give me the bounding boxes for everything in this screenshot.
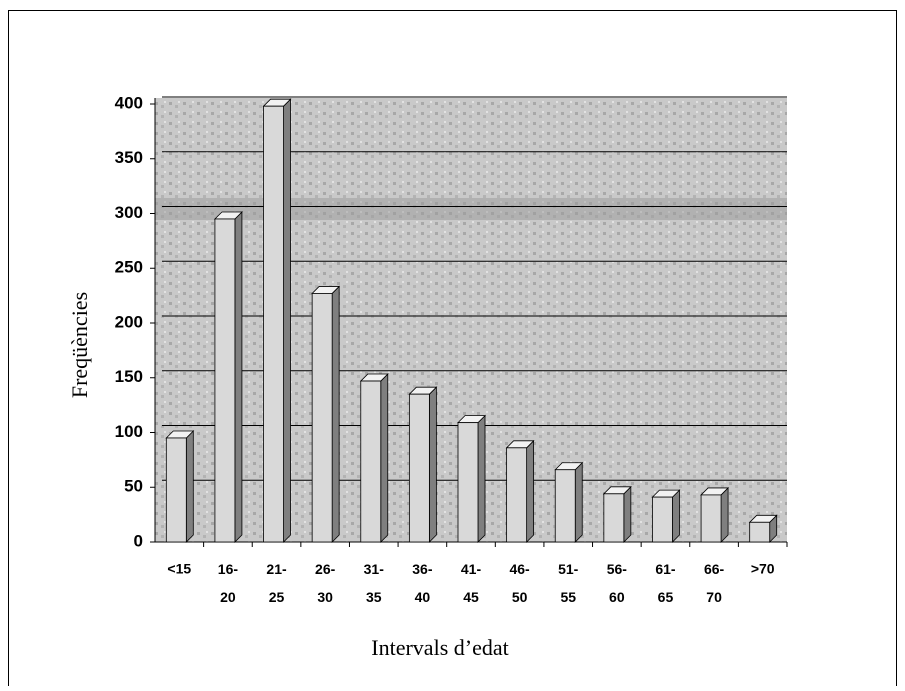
x-tick-label: 41-45 <box>461 561 482 605</box>
bar-side <box>526 439 535 543</box>
x-tick-label: 26-30 <box>315 561 336 605</box>
y-tick-label: 400 <box>115 93 143 112</box>
x-tick-label: 31-35 <box>364 561 385 605</box>
y-tick-label: 300 <box>115 203 143 222</box>
bar-side <box>477 414 486 543</box>
bar-side <box>720 486 729 543</box>
background-band <box>155 198 787 220</box>
y-tick-label: 350 <box>115 148 143 167</box>
y-tick-label: 0 <box>134 531 143 550</box>
bar-side <box>380 373 389 543</box>
x-tick-label: 46-50 <box>509 561 530 605</box>
bar <box>652 496 673 543</box>
bar <box>457 422 479 543</box>
x-tick-label: >70 <box>751 561 775 577</box>
x-tick-label: 61-65 <box>655 561 676 605</box>
bar-side <box>283 98 291 543</box>
x-tick-label: 36-40 <box>412 561 433 605</box>
bar <box>554 469 576 543</box>
x-tick-label: <15 <box>167 561 191 577</box>
bar <box>165 437 187 543</box>
x-axis-title: Intervals d’edat <box>371 635 508 660</box>
bar-side <box>672 489 680 543</box>
bar <box>311 293 333 543</box>
bar-side <box>574 461 583 543</box>
bar <box>506 447 528 543</box>
bar-side <box>623 485 632 543</box>
bar-side <box>234 211 243 543</box>
bar <box>214 218 236 543</box>
x-tick-label: 16-20 <box>218 561 239 605</box>
bar <box>603 493 625 543</box>
bar-side <box>185 430 194 543</box>
bar <box>700 494 722 543</box>
y-tick-label: 50 <box>124 477 143 496</box>
x-tick-label: 56-60 <box>607 561 628 605</box>
bar <box>749 521 771 543</box>
bar <box>263 105 284 543</box>
y-tick-label: 150 <box>115 367 143 386</box>
x-tick-label: 21-25 <box>266 561 287 605</box>
bar <box>408 393 430 543</box>
x-tick-label: 51-55 <box>558 561 579 605</box>
y-tick-label: 250 <box>115 258 143 277</box>
bar-side <box>331 285 340 543</box>
bar <box>360 380 382 543</box>
frame <box>8 10 897 691</box>
x-tick-label: 66-70 <box>704 561 725 605</box>
y-axis-title: Freqüències <box>67 292 92 398</box>
y-tick-label: 200 <box>115 312 143 331</box>
y-tick-label: 100 <box>115 422 143 441</box>
bar-side <box>428 386 437 543</box>
